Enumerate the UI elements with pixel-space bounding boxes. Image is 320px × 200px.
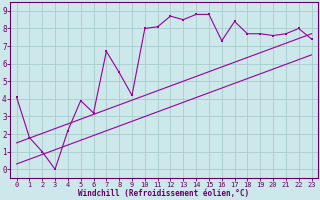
X-axis label: Windchill (Refroidissement éolien,°C): Windchill (Refroidissement éolien,°C) — [78, 189, 250, 198]
